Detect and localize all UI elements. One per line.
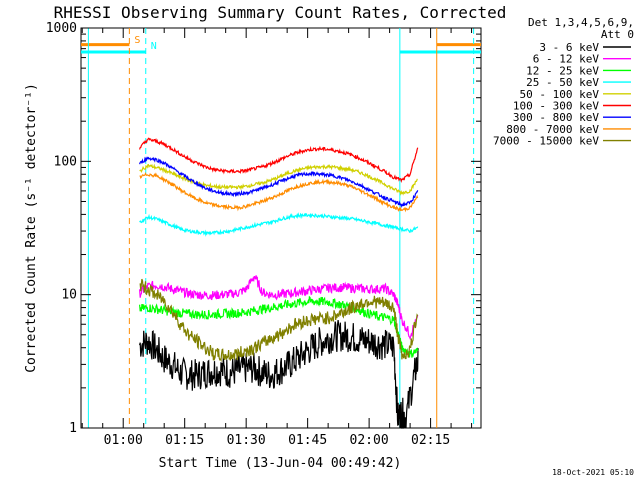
legend-entry-label: 50 - 100 keV	[520, 88, 600, 101]
marker-label: N	[151, 41, 157, 52]
y-tick-label: 1000	[46, 21, 77, 36]
legend-header-line: Det 1,3,4,5,6,9,	[528, 16, 634, 29]
marker-label: S	[134, 35, 140, 46]
series-line	[139, 172, 419, 213]
legend-entry-label: 800 - 7000 keV	[506, 123, 599, 136]
legend-entry-label: 25 - 50 keV	[526, 76, 599, 89]
chart-title: RHESSI Observing Summary Count Rates, Co…	[54, 3, 507, 22]
vertical-markers	[87, 28, 475, 428]
legend-entry-label: 7000 - 15000 keV	[493, 135, 599, 148]
x-tick-label: 02:15	[411, 433, 450, 448]
series-line	[139, 295, 419, 358]
y-tick-label: 100	[54, 154, 77, 169]
y-axis-ticks: 1 10 100 1000	[46, 21, 481, 436]
x-tick-label: 01:15	[165, 433, 204, 448]
legend-entry-label: 100 - 300 keV	[513, 100, 599, 113]
legend-entry-label: 300 - 800 keV	[513, 111, 599, 124]
legend-header-line: Att 0	[601, 28, 634, 41]
y-tick-label: 10	[61, 288, 77, 303]
marker-labels: SN	[134, 35, 156, 52]
series-line	[139, 156, 419, 208]
x-axis-ticks: 01:00 01:15 01:30 01:45 02:00 02:15	[81, 28, 473, 448]
x-tick-label: 01:45	[288, 433, 327, 448]
x-axis-label: Start Time (13-Jun-04 00:49:42)	[159, 456, 402, 471]
series-line	[139, 163, 418, 196]
series-line	[139, 137, 419, 183]
series-lines	[139, 137, 419, 429]
y-axis-label: Corrected Count Rate (s⁻¹ detector⁻¹)	[24, 83, 39, 373]
x-tick-label: 01:30	[227, 433, 266, 448]
plot-frame	[80, 27, 482, 429]
series-line	[139, 320, 419, 429]
legend-entry-label: 6 - 12 keV	[533, 53, 600, 66]
status-bars	[81, 43, 481, 54]
legend-entry-label: 12 - 25 keV	[526, 64, 599, 77]
footer-timestamp: 18-Oct-2021 05:10	[552, 468, 634, 477]
series-line	[139, 275, 419, 341]
series-line	[139, 212, 419, 237]
x-tick-label: 01:00	[104, 433, 143, 448]
y-tick-label: 1	[69, 421, 77, 436]
x-tick-label: 02:00	[350, 433, 389, 448]
legend-entry-label: 3 - 6 keV	[539, 41, 599, 54]
series-line	[139, 278, 419, 363]
